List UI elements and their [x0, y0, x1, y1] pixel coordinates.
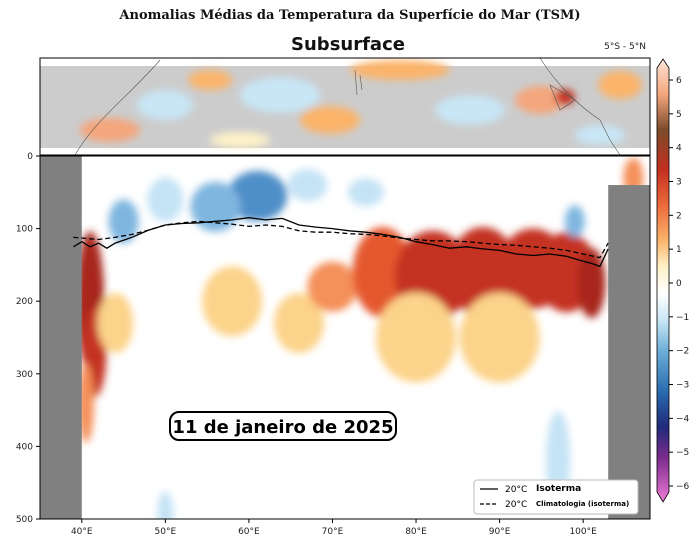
- anomaly-blob: [147, 177, 184, 222]
- anomaly-blob: [97, 292, 134, 353]
- legend-entry-value: 20°C: [505, 500, 527, 510]
- anomaly-blob: [157, 491, 174, 519]
- anomaly-blob: [376, 292, 457, 383]
- land-mask-west: [40, 156, 82, 519]
- colorbar-tick-label: −4: [676, 414, 690, 424]
- y-tick-label: 200: [16, 297, 33, 307]
- x-tick-label: 90°E: [489, 527, 511, 537]
- y-axis: 0 100 200 300 400 500: [16, 152, 40, 525]
- colorbar-tick-label: 4: [676, 144, 682, 154]
- anomaly-blob: [190, 181, 241, 232]
- x-tick-label: 40°E: [71, 527, 93, 537]
- anomaly-blob: [577, 248, 606, 319]
- legend-entry-name: Isoterma: [536, 484, 581, 494]
- anomaly-blob: [347, 178, 384, 207]
- legend-entry-value: 20°C: [505, 485, 527, 495]
- colorbar-tick-label: −1: [676, 313, 689, 323]
- anomaly-blob: [352, 227, 413, 318]
- anomaly-field: [76, 157, 644, 519]
- subsurface-panel: [40, 156, 650, 519]
- anomaly-blob: [77, 362, 94, 443]
- land-mask-east: [608, 185, 650, 519]
- date-annotation: 11 de janeiro de 2025: [169, 411, 397, 441]
- page-title: Anomalias Médias da Temperatura da Super…: [119, 8, 581, 23]
- colorbar-tick-label: −3: [676, 381, 689, 391]
- anomaly-blob: [307, 261, 358, 312]
- colorbar-tick-label: 3: [676, 178, 682, 188]
- x-tick-label: 80°E: [405, 527, 427, 537]
- legend-entry-name: Climatologia (isoterma): [536, 500, 629, 508]
- x-tick-label: 100°E: [569, 527, 597, 537]
- surface-map-panel: [40, 58, 650, 155]
- legend: 20°C Isoterma 20°C Climatologia (isoterm…: [473, 479, 639, 515]
- date-label: 11 de janeiro de 2025: [172, 417, 393, 438]
- colorbar-ticks: 6 5 4 3 2 1 0 −1 −2 −3 −4 −5 −6: [669, 76, 690, 492]
- isotherm-line: [73, 217, 609, 268]
- region-label: 5°S - 5°N: [604, 42, 646, 52]
- x-tick-label: 70°E: [322, 527, 344, 537]
- chart-subtitle: Subsurface: [291, 34, 405, 55]
- y-tick-label: 300: [16, 370, 33, 380]
- anomaly-blob: [108, 199, 139, 244]
- y-tick-label: 0: [27, 152, 33, 162]
- y-tick-label: 500: [16, 515, 33, 525]
- colorbar: 6 5 4 3 2 1 0 −1 −2 −3 −4 −5 −6: [656, 58, 690, 503]
- x-tick-label: 60°E: [238, 527, 260, 537]
- colorbar-tick-label: 2: [676, 211, 682, 221]
- anomaly-blob: [202, 266, 263, 337]
- colorbar-tick-label: −5: [676, 448, 689, 458]
- colorbar-tick-label: −6: [676, 482, 690, 492]
- y-tick-label: 100: [16, 225, 33, 235]
- colorbar-tick-label: 5: [676, 110, 682, 120]
- anomaly-blob: [459, 292, 540, 383]
- anomaly-blob: [564, 205, 585, 238]
- anomaly-blob: [287, 169, 328, 202]
- colorbar-tick-label: 6: [676, 76, 682, 86]
- colorbar-tick-label: 1: [676, 245, 682, 255]
- x-tick-label: 50°E: [155, 527, 177, 537]
- colorbar-tick-label: −2: [676, 347, 689, 357]
- anomaly-blob: [227, 170, 288, 221]
- colorbar-tick-label: 0: [676, 279, 682, 289]
- anomaly-blob: [274, 292, 325, 353]
- x-axis: 40°E 50°E 60°E 70°E 80°E 90°E 100°E: [71, 519, 597, 537]
- map-frame: [39, 57, 651, 156]
- plot-frame: [39, 155, 651, 520]
- y-tick-label: 400: [16, 442, 33, 452]
